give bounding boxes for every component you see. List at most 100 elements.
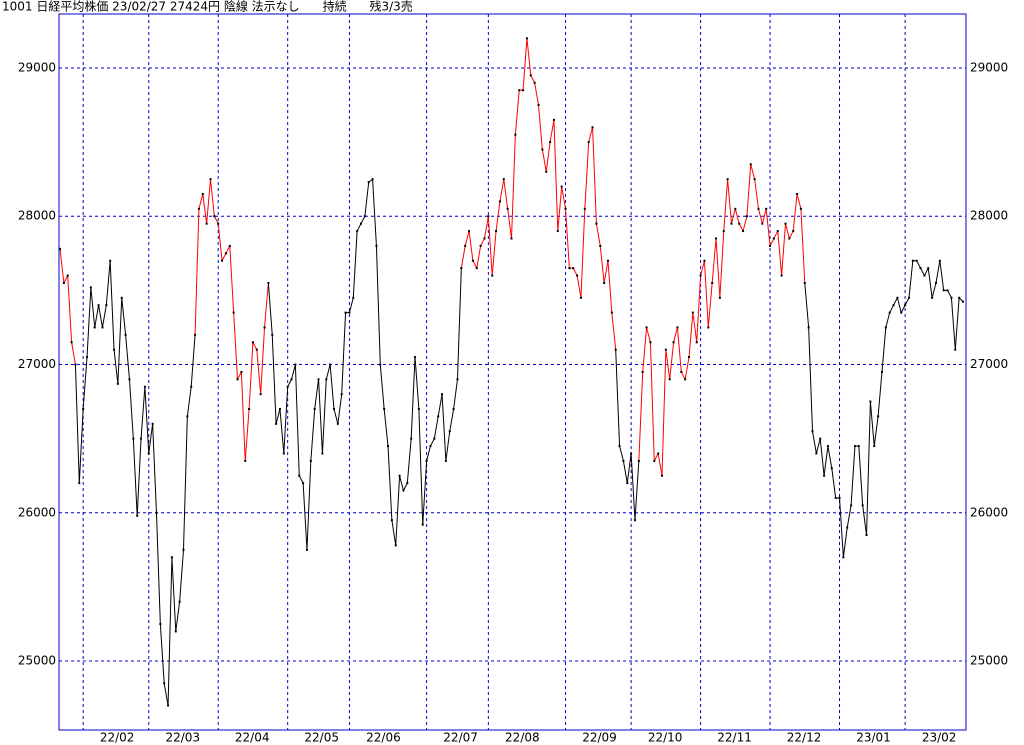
data-point: [622, 459, 625, 462]
line-segment: [63, 275, 69, 284]
line-segment: [175, 601, 181, 632]
data-point: [379, 363, 382, 366]
data-point: [884, 326, 887, 329]
line-segment: [456, 268, 462, 380]
data-point: [946, 289, 949, 292]
line-segment: [893, 297, 898, 306]
line-segment: [152, 423, 157, 513]
data-point: [942, 289, 945, 292]
line-segment: [827, 445, 833, 469]
line-segment: [846, 505, 852, 528]
x-tick-label: 22/07: [443, 731, 478, 745]
line-segment: [931, 282, 937, 298]
data-point: [661, 474, 663, 477]
line-segment: [302, 483, 308, 550]
data-point: [934, 281, 937, 284]
line-segment: [561, 186, 567, 209]
data-point: [278, 407, 281, 410]
line-segment: [117, 297, 123, 384]
line-segment: [738, 223, 744, 232]
line-segment: [283, 386, 289, 454]
line-segment: [765, 208, 771, 246]
data-point: [201, 193, 204, 196]
line-segment: [306, 460, 312, 550]
line-segment: [410, 357, 416, 439]
line-segment: [325, 364, 331, 380]
line-segment: [611, 312, 617, 350]
x-tick-label: 22/03: [165, 731, 200, 745]
line-segment: [819, 438, 825, 476]
line-segment: [866, 401, 871, 536]
data-point: [765, 207, 768, 210]
data-point: [240, 370, 243, 373]
data-point: [907, 296, 910, 299]
line-segment: [437, 394, 443, 417]
data-point: [545, 170, 548, 173]
line-segment: [468, 231, 474, 261]
line-segment: [348, 297, 354, 313]
line-segment: [260, 327, 266, 395]
data-point: [726, 178, 729, 181]
line-segment: [858, 446, 864, 506]
data-point: [414, 356, 417, 359]
line-segment: [186, 386, 192, 417]
data-point: [865, 534, 868, 537]
data-point: [722, 230, 725, 233]
line-segment: [839, 497, 844, 558]
line-segment: [267, 282, 273, 335]
data-point: [757, 207, 760, 210]
data-point: [684, 378, 687, 381]
y2-tick-label: 29000: [970, 60, 1008, 74]
data-point: [630, 452, 633, 455]
data-point: [441, 393, 444, 396]
data-point: [641, 370, 644, 373]
data-point: [645, 326, 648, 329]
data-point: [896, 296, 899, 299]
data-point: [873, 445, 876, 448]
line-segment: [649, 342, 655, 461]
line-segment: [900, 304, 906, 313]
data-point: [128, 378, 131, 381]
data-point: [251, 341, 254, 344]
line-segment: [676, 327, 682, 372]
data-point: [769, 244, 772, 247]
y2-tick-label: 25000: [970, 654, 1008, 668]
data-point: [711, 281, 714, 284]
data-point: [549, 141, 552, 144]
x-tick-label: 22/05: [304, 731, 339, 745]
data-point: [753, 178, 756, 181]
data-point: [170, 556, 173, 559]
line-segment: [406, 438, 412, 484]
line-segment: [337, 394, 343, 424]
line-segment: [916, 260, 921, 269]
line-segment: [877, 371, 883, 417]
data-point: [236, 378, 239, 381]
line-segment: [896, 297, 902, 313]
line-segment: [136, 438, 142, 516]
x-tick-label: 22/10: [648, 731, 683, 745]
data-point: [232, 311, 235, 314]
data-point: [116, 382, 119, 385]
line-segment: [372, 179, 377, 246]
data-point: [715, 237, 718, 240]
line-segment: [449, 408, 455, 432]
data-point: [583, 207, 586, 210]
data-point: [120, 296, 123, 299]
line-segment: [128, 379, 134, 439]
data-point: [383, 407, 386, 410]
data-point: [197, 207, 200, 210]
line-segment: [426, 445, 431, 462]
line-segment: [240, 371, 246, 461]
line-segment: [700, 260, 705, 276]
data-point: [363, 215, 366, 218]
data-point: [707, 326, 710, 329]
line-segment: [734, 208, 740, 224]
data-point: [780, 274, 783, 277]
data-point: [506, 207, 509, 210]
line-segment: [109, 260, 115, 350]
y-tick-label: 28000: [18, 209, 56, 223]
data-point: [290, 378, 293, 381]
line-segment: [275, 408, 281, 424]
data-point: [367, 181, 370, 184]
